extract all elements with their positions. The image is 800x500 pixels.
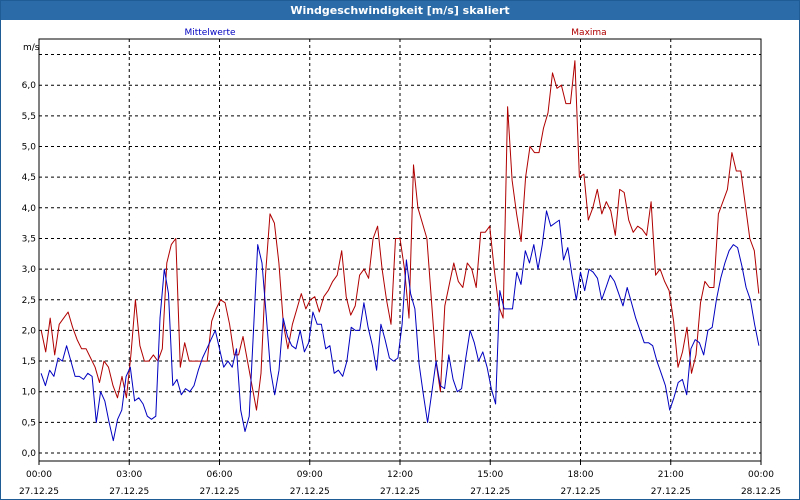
x-tick-date: 27.12.25	[470, 487, 510, 497]
y-tick-label: 1,0	[22, 388, 37, 398]
x-tick-time: 12:00	[387, 470, 413, 480]
y-tick-label: 2,0	[22, 326, 37, 336]
y-tick-label: 5,5	[22, 112, 36, 122]
x-tick-time: 06:00	[207, 470, 233, 480]
y-tick-label: 4,5	[22, 173, 36, 183]
series-line-maxima	[40, 60, 760, 411]
x-tick-time: 03:00	[116, 470, 142, 480]
x-tick-time: 18:00	[568, 470, 594, 480]
x-tick-date: 27.12.25	[109, 487, 149, 497]
vertical-grid	[38, 39, 762, 465]
y-tick-labels: 0,0 0,5 1,0 1,5 2,0 2,5 3,0 3,5 4,0 4,5 5,0 5,5 6,0	[22, 81, 37, 459]
y-tick-label: 2,5	[22, 296, 36, 306]
series-layer	[40, 60, 760, 442]
y-tick-label: 5,0	[22, 143, 37, 153]
y-tick-label: 0,0	[22, 449, 37, 459]
y-axis-label: m/s	[23, 43, 40, 53]
x-tick-date: 27.12.25	[560, 487, 600, 497]
y-tick-label: 3,5	[22, 234, 36, 244]
x-tick-date: 27.12.25	[290, 487, 330, 497]
y-tick-label: 4,0	[22, 204, 37, 214]
y-tick-label: 6,0	[22, 81, 37, 91]
y-tick-label: 3,0	[22, 265, 37, 275]
series-line-mittelwerte	[40, 210, 760, 442]
window-title: Windgeschwindigkeit [m/s] skaliert	[1, 1, 799, 20]
x-tick-time: 00:00	[748, 470, 774, 480]
x-tick-time: 21:00	[658, 470, 684, 480]
legend-mittelwerte: Mittelwerte	[184, 28, 235, 38]
x-tick-time: 09:00	[297, 470, 323, 480]
y-tick-label: 1,5	[22, 357, 36, 367]
x-tick-date: 28.12.25	[741, 487, 781, 497]
x-tick-date: 27.12.25	[651, 487, 691, 497]
x-tick-time: 15:00	[477, 470, 503, 480]
x-tick-date: 27.12.25	[380, 487, 420, 497]
x-tick-date: 27.12.25	[19, 487, 59, 497]
x-tick-labels: 00:00 27.12.25 03:00 27.12.25 06:00 27.12.25 0…	[19, 470, 781, 497]
x-tick-time: 00:00	[26, 470, 52, 480]
legend-maxima: Maxima	[571, 28, 606, 38]
y-tick-label: 0,5	[22, 418, 36, 428]
x-tick-date: 27.12.25	[199, 487, 239, 497]
wind-speed-chart: 0,00,51,01,52,02,53,03,54,04,55,05,56,0 …	[19, 28, 781, 497]
